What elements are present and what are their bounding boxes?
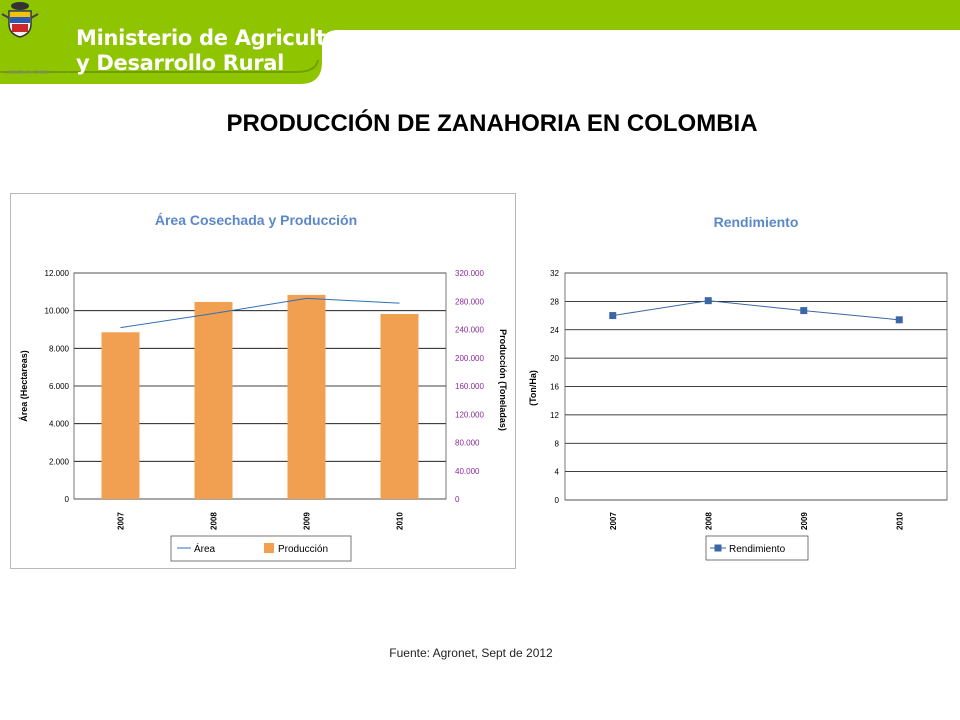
chart1-xtick: 2008 [210, 512, 219, 530]
chart2-ytick: 0 [555, 496, 560, 505]
page-title: PRODUCCIÓN DE ZANAHORIA EN COLOMBIA [226, 110, 758, 137]
chart2-ytick: 16 [550, 383, 559, 392]
chart2-ytick: 8 [555, 439, 560, 448]
chart1-ytick-right: 0 [455, 495, 460, 504]
source-note: Fuente: Agronet, Sept de 2012 [389, 646, 553, 660]
chart2-ytick: 32 [550, 269, 559, 278]
chart2-ytick: 20 [550, 354, 559, 363]
chart2-line-rendimiento [612, 300, 900, 321]
chart2-ytick: 4 [555, 468, 560, 477]
chart2-legend-swatch-marker [714, 544, 722, 552]
chart1-xtick: 2007 [117, 512, 126, 530]
header-background [0, 0, 960, 84]
area-production-chart-panel [10, 193, 516, 569]
chart1-ytick-right: 280.000 [455, 297, 484, 306]
chart2-point-rendimiento [895, 316, 903, 324]
ministry-name-line2: y Desarrollo Rural [76, 51, 285, 75]
chart2-ytick: 28 [550, 297, 559, 306]
chart1-ytick-right: 40.000 [455, 467, 480, 476]
chart1-bar-produccion [101, 332, 140, 499]
chart2-title: Rendimiento [714, 214, 799, 230]
chart1-ytick-right: 80.000 [455, 439, 480, 448]
chart2-ytick: 12 [550, 411, 559, 420]
chart1-title: Área Cosechada y Producción [155, 212, 357, 228]
chart1-xtick: 2009 [303, 512, 312, 530]
chart1-ytick-left: 10.000 [45, 307, 70, 316]
chart1-legend-area-label: Área [194, 542, 216, 555]
chart2-xtick: 2007 [609, 512, 618, 530]
chart1-ytick-left: 2.000 [49, 457, 70, 466]
chart1-ytick-left: 4.000 [49, 420, 70, 429]
chart1-legend-box [170, 535, 352, 562]
chart1-ytick-right: 200.000 [455, 354, 484, 363]
header-tab [0, 30, 316, 72]
chart2-legend-label: Rendimiento [729, 544, 786, 555]
chart1-bar-produccion [287, 294, 326, 499]
chart2-xtick: 2009 [800, 512, 809, 530]
chart1-ytick-left: 6.000 [49, 382, 70, 391]
chart1-ytick-right: 320.000 [455, 269, 484, 278]
ministry-name-line1: Ministerio de Agricultura [76, 26, 365, 50]
chart1-bar-produccion [194, 301, 233, 499]
chart2-xtick: 2010 [895, 512, 904, 530]
ministry-name: Ministerio de Agricultura y Desarrollo R… [76, 26, 365, 76]
header-banner: Ministerio de Agricultura y Desarrollo R… [0, 0, 960, 84]
chart2-plot-frame [564, 272, 948, 501]
chart1-ylabel-right: Producción (Toneladas) [498, 329, 508, 431]
chart1-bar-produccion [380, 313, 419, 499]
chart2-point-rendimiento [800, 307, 808, 315]
chart1-ylabel-left: Área (Hectareas) [19, 350, 29, 422]
chart1-ytick-left: 8.000 [49, 344, 70, 353]
chart1-ytick-right: 240.000 [455, 326, 484, 335]
chart1-ytick-right: 120.000 [455, 410, 484, 419]
chart1-ytick-left: 12.000 [45, 269, 70, 278]
chart1-ytick-left: 0 [65, 495, 70, 504]
chart1-plot-frame [73, 272, 447, 500]
header-tab-edge [0, 59, 319, 73]
chart2-xtick: 2008 [704, 512, 713, 530]
chart1-line-area [120, 297, 400, 329]
chart1-legend-produccion-label: Producción [278, 544, 328, 555]
chart2-point-rendimiento [609, 312, 617, 320]
chart1-ytick-right: 160.000 [455, 382, 484, 391]
chart1-xtick: 2010 [396, 512, 405, 530]
chart2-ytick: 24 [550, 326, 559, 335]
chart2-point-rendimiento [704, 297, 712, 305]
motto: Libertad y Orden [6, 70, 51, 76]
colombia-crest-icon [1, 2, 39, 38]
chart1-legend-produccion-swatch [264, 543, 274, 553]
chart2-ylabel: (Ton/Ha) [528, 370, 538, 406]
